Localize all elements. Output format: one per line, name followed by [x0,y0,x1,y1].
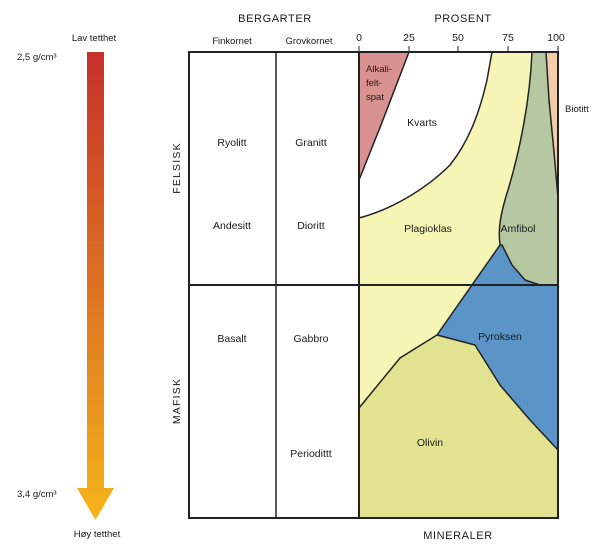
low-density-label: Lav tetthet [72,33,117,44]
percent-tick-marks [358,46,559,52]
fine-grained-heading: Finkornet [212,36,252,47]
rock-gabbro: Gabbro [293,333,328,345]
mafic-label: MAFISK [171,378,183,424]
minerals-heading: MINERALER [423,530,493,542]
density-arrow [77,52,114,520]
tick-label-100: 100 [547,32,565,44]
mineral-amphibole: Amfibol [500,223,535,235]
coarse-grained-heading: Grovkornet [286,36,333,47]
biotite-boundary [545,51,559,199]
rock-types-heading: BERGARTER [238,13,312,25]
rock-basalt: Basalt [217,333,246,345]
mineral-pyroxene: Pyroksen [478,331,522,343]
mineral-alkali-feldspar-line2: felt- [366,78,382,89]
mineral-alkali-feldspar-line3: spat [366,92,384,103]
mineral-olivine: Olivin [417,437,443,449]
rock-diorite: Dioritt [297,220,325,232]
tick-label-25: 25 [403,32,415,44]
low-density-value: 2,5 g/cm³ [17,52,57,63]
pyroxene-olivine-boundary [436,334,559,451]
rock-andesite: Andesitt [213,220,251,232]
mineral-alkali-feldspar-line1: Alkali- [366,64,392,75]
tick-label-50: 50 [452,32,464,44]
plagioclase-region [359,52,532,408]
rock-granite: Granitt [295,137,327,149]
high-density-value: 3,4 g/cm³ [17,489,57,500]
quartz-region [359,52,492,218]
olivine-region [359,335,558,518]
percent-heading: PROSENT [434,13,491,25]
high-density-label: Høy tetthet [74,529,121,540]
plagioclase-boundary [358,51,533,409]
mineral-plagioclase: Plagioklas [404,223,452,235]
tick-label-75: 75 [502,32,514,44]
rock-rhyolite: Ryolitt [217,137,246,149]
alkali-feldspar-boundary [358,51,410,181]
amphibole-region [499,52,558,285]
mineral-biotite: Biotitt [565,104,589,115]
pyroxene-region [437,245,558,450]
felsic-label: FELSISK [171,142,183,194]
mineral-quartz: Kvarts [407,117,437,129]
tick-label-0: 0 [356,32,362,44]
table-frame [188,51,559,519]
rock-peridotite: Periodittt [290,448,332,460]
quartz-boundary [358,51,493,219]
